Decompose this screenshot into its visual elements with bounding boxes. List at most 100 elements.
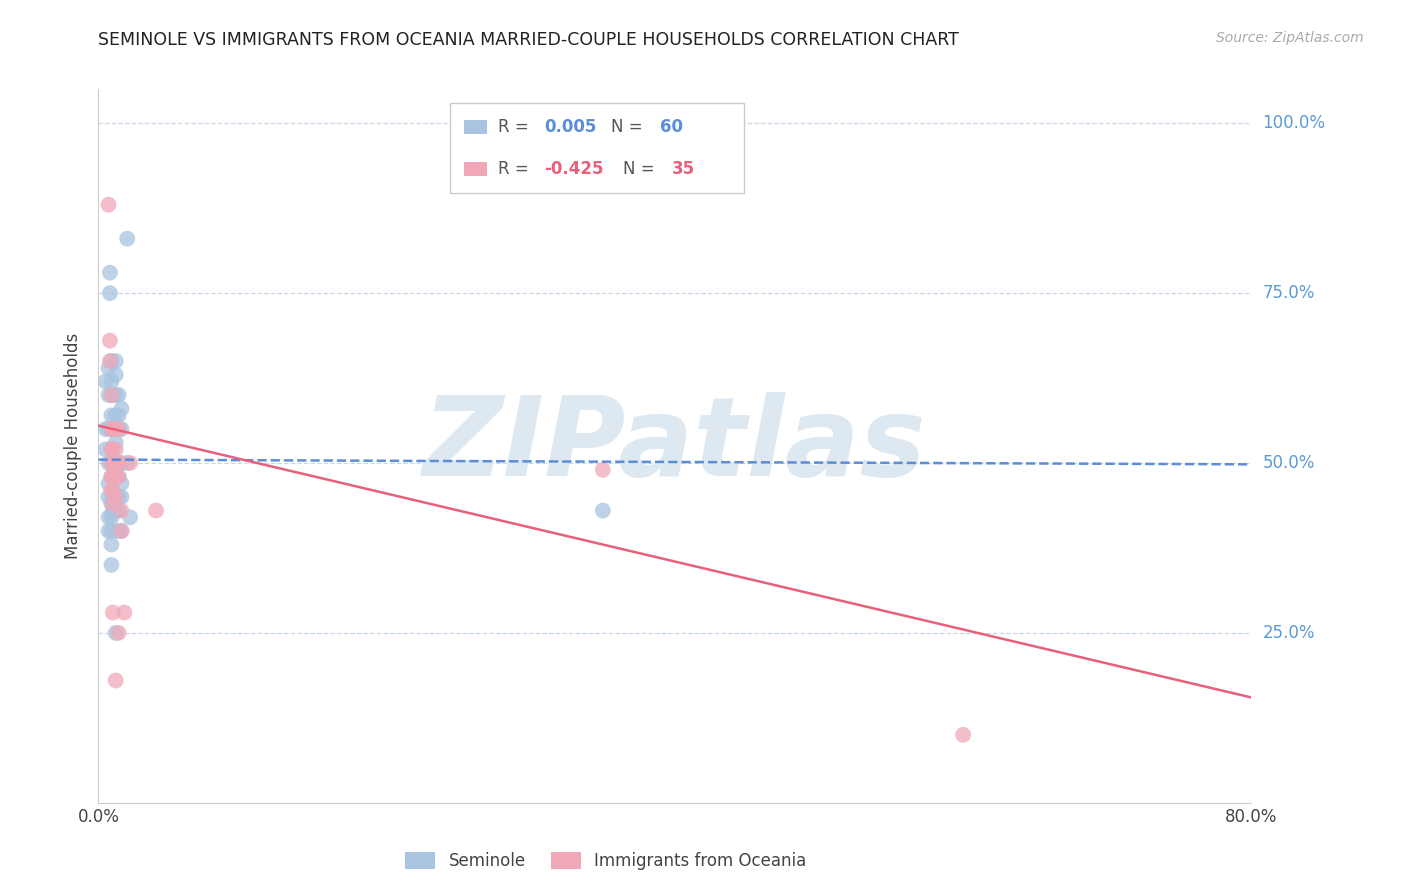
Point [94,375,117,389]
Point [107,524,129,538]
Point [100,388,122,402]
Point [107,626,129,640]
Point [110,524,132,538]
Point [104,490,127,504]
Point [592,503,614,517]
Point [107,409,129,423]
Point [94,422,117,436]
Point [100,442,122,457]
Legend: Seminole, Immigrants from Oceania: Seminole, Immigrants from Oceania [398,845,813,877]
Text: N =: N = [612,118,648,136]
Point [101,456,124,470]
Point [104,442,127,457]
Point [101,422,124,436]
Point [98,354,121,368]
Bar [464,120,486,134]
Point [117,232,138,246]
Point [110,503,132,517]
Point [145,503,167,517]
Text: 60: 60 [659,118,683,136]
Point [112,606,135,620]
Point [100,510,122,524]
Point [100,456,122,470]
Point [100,422,122,436]
Point [110,422,132,436]
Text: 100.0%: 100.0% [1263,114,1326,132]
Point [104,435,127,450]
Point [107,456,129,470]
Point [104,354,127,368]
Point [100,422,122,436]
Text: 0.005: 0.005 [544,118,598,136]
Point [97,524,120,538]
Point [98,266,121,280]
Point [107,503,129,517]
Text: 75.0%: 75.0% [1263,284,1315,302]
Point [97,198,120,212]
Point [101,497,124,511]
Point [104,456,127,470]
Point [101,503,124,517]
Point [97,422,120,436]
Point [100,483,122,498]
Point [100,469,122,483]
Text: N =: N = [623,160,659,178]
Point [107,422,129,436]
Point [952,728,974,742]
Point [100,537,122,551]
Point [97,476,120,491]
Point [104,409,127,423]
Point [97,360,120,375]
Point [104,503,127,517]
Text: SEMINOLE VS IMMIGRANTS FROM OCEANIA MARRIED-COUPLE HOUSEHOLDS CORRELATION CHART: SEMINOLE VS IMMIGRANTS FROM OCEANIA MARR… [98,31,959,49]
Point [107,490,129,504]
Point [107,469,129,483]
Point [101,490,124,504]
Point [120,510,142,524]
Point [110,490,132,504]
Point [104,469,127,483]
Point [107,469,129,483]
Point [97,456,120,470]
Point [100,375,122,389]
Text: R =: R = [499,118,534,136]
Point [104,388,127,402]
Point [100,524,122,538]
Point [104,626,127,640]
Point [100,497,122,511]
Point [104,490,127,504]
Point [107,388,129,402]
FancyBboxPatch shape [450,103,744,193]
Point [117,456,138,470]
Point [98,286,121,301]
Point [120,456,142,470]
Point [110,456,132,470]
Point [100,442,122,457]
Point [100,354,122,368]
Point [110,524,132,538]
Text: ZIPatlas: ZIPatlas [423,392,927,500]
Point [104,422,127,436]
Point [100,558,122,572]
Point [97,510,120,524]
Point [100,388,122,402]
Point [101,442,124,457]
Point [101,483,124,498]
Text: 35: 35 [672,160,695,178]
Bar [464,161,486,176]
Point [100,456,122,470]
Point [101,469,124,483]
Point [98,334,121,348]
Point [107,422,129,436]
Y-axis label: Married-couple Households: Married-couple Households [65,333,83,559]
Point [97,490,120,504]
Text: -0.425: -0.425 [544,160,605,178]
Point [107,456,129,470]
Point [110,476,132,491]
Point [100,469,122,483]
Point [104,469,127,483]
Point [101,456,124,470]
Text: R =: R = [499,160,534,178]
Point [100,409,122,423]
Point [110,401,132,416]
